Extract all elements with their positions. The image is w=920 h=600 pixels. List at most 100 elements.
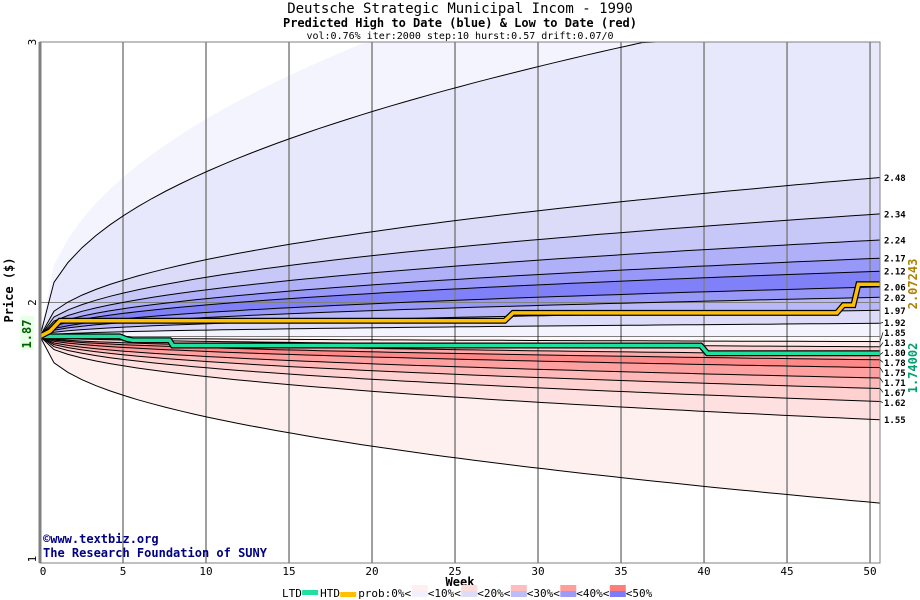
end-value-label: 1.75	[884, 369, 906, 379]
quantile-curve-15	[39, 335, 881, 379]
axes: 0 5 10 15 20 25 30 35 40 45 50 1 2 3 2.48 2.34 2.24 2.17 2…	[26, 39, 906, 578]
x-tick-label: 20	[365, 565, 378, 578]
x-tick-label: 15	[282, 565, 295, 578]
legend-htd-label: HTD	[320, 587, 340, 600]
lower-band-3	[40, 336, 880, 360]
quantile-curve-14	[39, 335, 881, 369]
upper-band-7	[40, 286, 880, 337]
end-value-label: 2.06	[884, 283, 906, 293]
htd-final-label: 2.07243	[906, 259, 920, 310]
quantile-curve-18	[39, 336, 881, 421]
legend-red-swatch-4	[609, 585, 626, 591]
lower-band-8	[40, 336, 880, 420]
end-value-label: 1.92	[884, 319, 906, 329]
x-tick-label: 40	[697, 565, 710, 578]
end-label-leader	[879, 359, 884, 363]
end-value-label: 1.80	[884, 349, 906, 359]
legend-item-label-2: <30%<	[527, 587, 560, 600]
x-tick-label: 0	[40, 565, 47, 578]
upper-band-4	[40, 240, 880, 337]
quantile-curve-17	[39, 335, 881, 402]
upper-band-1	[40, 42, 880, 337]
quantile-curve-2	[39, 213, 881, 337]
end-label-leader	[879, 367, 884, 373]
legend-htd-swatch	[340, 592, 357, 597]
end-value-label: 2.17	[884, 255, 906, 265]
legend-red-swatch-2	[510, 585, 527, 591]
end-value-label: 2.24	[884, 236, 906, 246]
legend-red-swatch-0	[411, 585, 428, 591]
quantile-curve-10	[39, 335, 881, 343]
upper-band-3	[40, 213, 880, 337]
htd-line	[39, 282, 880, 338]
legend-item-label-0: <10%<	[428, 587, 461, 600]
ltd-final-label: 1.74002	[906, 343, 920, 394]
legend-blue-swatch-2	[510, 591, 527, 597]
legend-prob-label: prob:0%<	[358, 587, 411, 600]
x-tick-label: 5	[120, 565, 127, 578]
end-label-leader	[879, 388, 884, 393]
end-value-label: 1.67	[884, 389, 906, 399]
htd-ltd-lines	[38, 281, 880, 357]
quantile-curve-1	[39, 177, 881, 337]
legend-red-swatch-3	[560, 585, 577, 591]
legend-item-label-4: <50%	[626, 587, 653, 600]
quantile-curve-4	[39, 257, 881, 337]
end-value-label: 1.83	[884, 339, 906, 349]
end-value-label: 2.34	[884, 210, 906, 220]
y-tick-label: 2	[26, 299, 39, 306]
end-value-label: 1.78	[884, 359, 906, 369]
upper-band-10	[40, 323, 880, 337]
end-label-leader	[879, 401, 884, 403]
end-value-label: 2.48	[884, 174, 906, 184]
y-tick-label: 3	[26, 39, 39, 46]
legend-blue-swatch-4	[609, 591, 626, 597]
legend-item-label-3: <40%<	[576, 587, 609, 600]
end-label-leader	[879, 342, 884, 347]
x-tick-label: 30	[531, 565, 544, 578]
legend-blue-swatch-1	[461, 591, 478, 597]
lower-band-5	[40, 336, 880, 378]
end-label-leader	[879, 332, 884, 342]
grid	[40, 42, 880, 563]
ltd-line	[40, 334, 880, 356]
end-value-label: 1.62	[884, 399, 906, 409]
quantile-curve-16	[39, 335, 881, 389]
upper-band-0	[40, 42, 880, 337]
quantile-curve-6	[39, 286, 881, 337]
legend-red-swatch-1	[461, 585, 478, 591]
quantile-curve-5	[39, 270, 881, 337]
probability-bands	[40, 42, 880, 563]
start-price-highlight	[20, 316, 34, 350]
end-label-leader	[879, 322, 884, 324]
quantile-curve-3	[39, 239, 881, 337]
chart-params: vol:0.76% iter:2000 step:10 hurst:0.57 d…	[306, 31, 613, 42]
end-value-label: 1.97	[884, 307, 906, 317]
x-tick-label: 35	[614, 565, 627, 578]
upper-band-5	[40, 258, 880, 337]
y-axis-label: Price ($)	[2, 257, 16, 322]
lower-band-10	[40, 336, 880, 563]
x-tick-label: 10	[199, 565, 212, 578]
end-label-leader	[879, 352, 884, 355]
credit-org: The Research Foundation of SUNY	[43, 546, 268, 560]
legend-ltd-label: LTD	[282, 587, 302, 600]
quantile-curve-19	[39, 336, 881, 504]
start-price-label: 1.87	[20, 320, 34, 349]
legend-ltd-swatch	[302, 590, 319, 595]
upper-band-2	[40, 177, 880, 337]
lower-band-7	[40, 336, 880, 402]
x-tick-label: 50	[863, 565, 876, 578]
quantile-curve-9	[39, 322, 881, 337]
y-tick-label: 1	[26, 556, 39, 563]
x-tick-label: 25	[448, 565, 461, 578]
legend-blue-swatch-3	[560, 591, 577, 597]
end-value-label: 1.71	[884, 379, 906, 389]
end-value-label: 1.55	[884, 416, 906, 426]
lower-band-6	[40, 336, 880, 389]
credit-url: ©www.textbiz.org	[43, 532, 159, 546]
legend-item-label-1: <20%<	[477, 587, 510, 600]
legend-blue-swatch-0	[411, 591, 428, 597]
chart-title: Deutsche Strategic Municipal Incom - 199…	[287, 1, 633, 17]
